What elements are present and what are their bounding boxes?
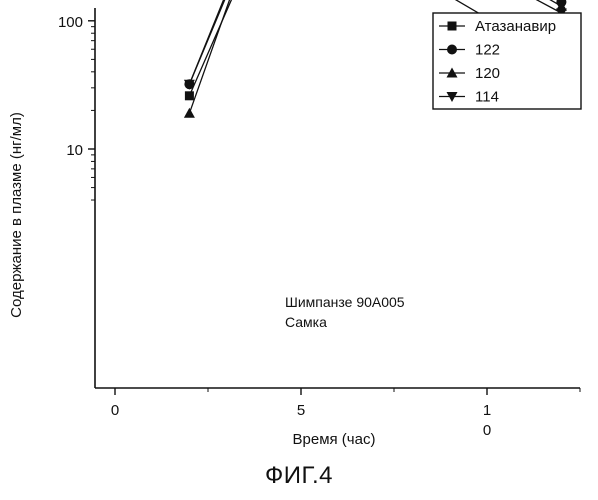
chart: 1010010000510 Атазанавир122120114 Содерж… bbox=[0, 0, 598, 460]
x-axis-label: Время (час) bbox=[293, 431, 376, 448]
figure-caption: ФИГ.4 bbox=[0, 462, 598, 490]
legend-marker bbox=[448, 22, 457, 31]
legend-label: 122 bbox=[475, 42, 500, 59]
x-tick-label: 0 bbox=[483, 422, 491, 439]
x-tick-label: 0 bbox=[111, 402, 119, 419]
legend-label: 114 bbox=[475, 89, 499, 106]
legend-label: 120 bbox=[475, 65, 500, 82]
x-tick-label: 1 bbox=[483, 402, 491, 419]
legend-label: Атазанавир bbox=[475, 18, 556, 35]
legend: Атазанавир 122 120 114 bbox=[433, 13, 581, 109]
annotation-sex: Самка bbox=[285, 314, 327, 330]
legend-marker bbox=[447, 45, 457, 55]
data-point bbox=[185, 91, 194, 100]
data-point bbox=[184, 108, 195, 118]
annotation-subject: Шимпанзе 90А005 bbox=[285, 294, 405, 310]
x-tick-label: 5 bbox=[297, 402, 305, 419]
y-axis-label: Содержание в плазме (нг/мл) bbox=[8, 112, 25, 318]
y-tick-label: 100 bbox=[58, 14, 83, 31]
y-tick-label: 10 bbox=[66, 142, 83, 159]
